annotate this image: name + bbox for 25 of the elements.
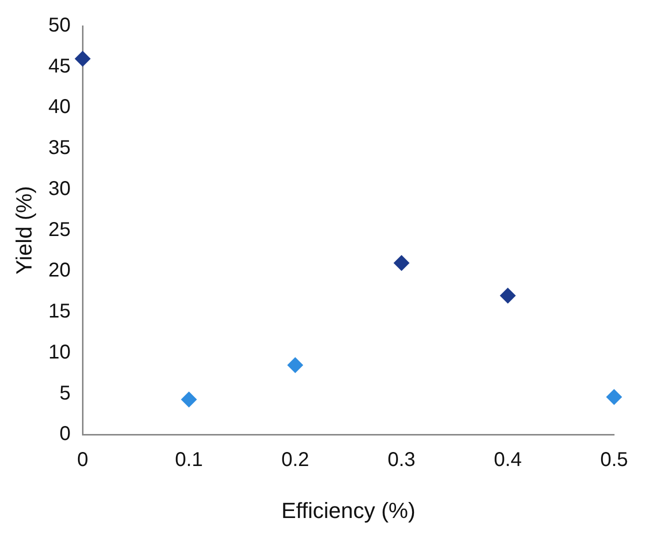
y-tick-label: 20 [48,260,71,282]
y-tick-label: 50 [48,14,71,37]
y-tick-label: 35 [48,137,71,160]
x-tick-label: 0.1 [175,449,203,472]
x-tick-label: 0.4 [494,449,522,472]
y-axis-title: Yield (%) [11,186,36,275]
y-tick-label: 0 [60,423,71,446]
y-tick-label: 15 [48,300,71,323]
x-tick-label: 0.3 [388,449,416,472]
y-tick-label: 45 [48,55,71,78]
y-tick-label: 40 [48,96,71,118]
point [500,288,516,304]
y-tick-label: 5 [60,382,71,404]
point [394,254,410,271]
point [606,389,622,406]
y-tick-label: 10 [48,341,71,364]
x-axis-title: Efficiency (%) [281,498,416,523]
point [180,391,197,408]
x-tick-label: 0.5 [600,449,628,472]
x-tick-label: 0 [77,449,88,472]
point [74,50,91,67]
y-tick-label: 25 [48,218,71,241]
y-tick-label: 30 [48,178,71,200]
point [287,357,304,374]
x-tick-label: 0.2 [281,449,310,472]
